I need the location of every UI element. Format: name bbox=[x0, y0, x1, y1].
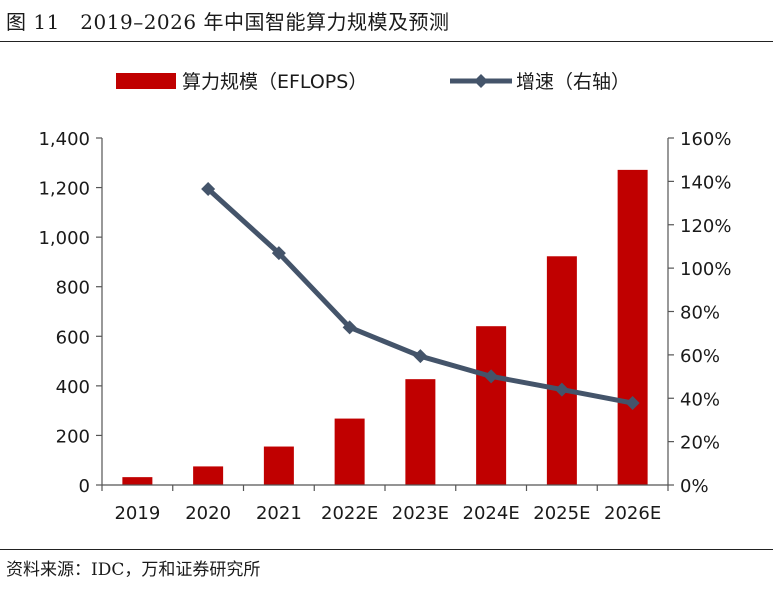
legend: 算力规模（EFLOPS） 增速（右轴） bbox=[116, 71, 630, 93]
legend-label-bar: 算力规模（EFLOPS） bbox=[182, 71, 367, 93]
bar bbox=[546, 256, 577, 485]
right-axis-tick-label: 0% bbox=[680, 476, 709, 497]
x-axis-tick-label: 2025E bbox=[533, 503, 590, 524]
left-axis-tick-label: 200 bbox=[56, 426, 90, 447]
legend-label-line: 增速（右轴） bbox=[516, 71, 630, 93]
left-axis-tick-label: 1,000 bbox=[38, 228, 90, 249]
bar bbox=[405, 379, 436, 485]
top-rule bbox=[0, 41, 773, 42]
right-axis-tick-label: 140% bbox=[680, 172, 731, 193]
growth-point bbox=[413, 349, 428, 364]
bar bbox=[122, 477, 153, 485]
bar bbox=[476, 326, 507, 485]
bar-series bbox=[122, 169, 648, 485]
growth-point bbox=[342, 320, 357, 335]
legend-marker-line bbox=[474, 74, 488, 88]
left-axis-tick-label: 1,200 bbox=[38, 179, 90, 200]
right-axis-tick-label: 40% bbox=[680, 389, 720, 410]
axes: 0 200 400 600 800 1,000 1,200 1,400 0% 20% 40% 60% 8… bbox=[38, 129, 731, 524]
left-axis-tick-label: 1,400 bbox=[38, 129, 90, 150]
source-note: 资料来源：IDC，万和证券研究所 bbox=[6, 560, 261, 580]
bar bbox=[617, 169, 648, 485]
figure-title: 图 11 2019–2026 年中国智能算力规模及预测 bbox=[6, 10, 450, 34]
left-axis-tick-label: 600 bbox=[56, 327, 90, 348]
x-axis-tick-label: 2024E bbox=[463, 503, 520, 524]
x-axis-tick-label: 2021 bbox=[256, 503, 302, 524]
left-axis-tick-label: 800 bbox=[56, 278, 90, 299]
left-axis-tick-label: 400 bbox=[56, 377, 90, 398]
x-axis-tick-label: 2019 bbox=[114, 503, 160, 524]
growth-point bbox=[625, 396, 640, 411]
line-series bbox=[201, 181, 640, 411]
right-axis-tick-label: 120% bbox=[680, 216, 731, 237]
bottom-rule bbox=[0, 549, 773, 550]
growth-point bbox=[271, 246, 286, 261]
right-axis-tick-label: 20% bbox=[680, 433, 720, 454]
chart: 算力规模（EFLOPS） 增速（右轴） 0 200 400 600 800 1,000 1,2… bbox=[38, 71, 731, 524]
right-axis-tick-label: 160% bbox=[680, 129, 731, 150]
bar bbox=[263, 446, 294, 485]
x-axis-tick-label: 2023E bbox=[392, 503, 449, 524]
right-axis-tick-label: 80% bbox=[680, 303, 720, 324]
x-axis-tick-label: 2020 bbox=[185, 503, 231, 524]
growth-point bbox=[484, 369, 499, 384]
x-axis-tick-label: 2022E bbox=[321, 503, 378, 524]
left-axis-tick-label: 0 bbox=[79, 476, 90, 497]
x-axis-tick-label: 2026E bbox=[604, 503, 661, 524]
right-axis-tick-label: 60% bbox=[680, 346, 720, 367]
growth-point bbox=[201, 181, 216, 196]
right-axis-tick-label: 100% bbox=[680, 259, 731, 280]
growth-point bbox=[554, 382, 569, 397]
legend-swatch-bar bbox=[116, 73, 176, 89]
bar bbox=[334, 418, 365, 485]
bar bbox=[193, 466, 224, 485]
